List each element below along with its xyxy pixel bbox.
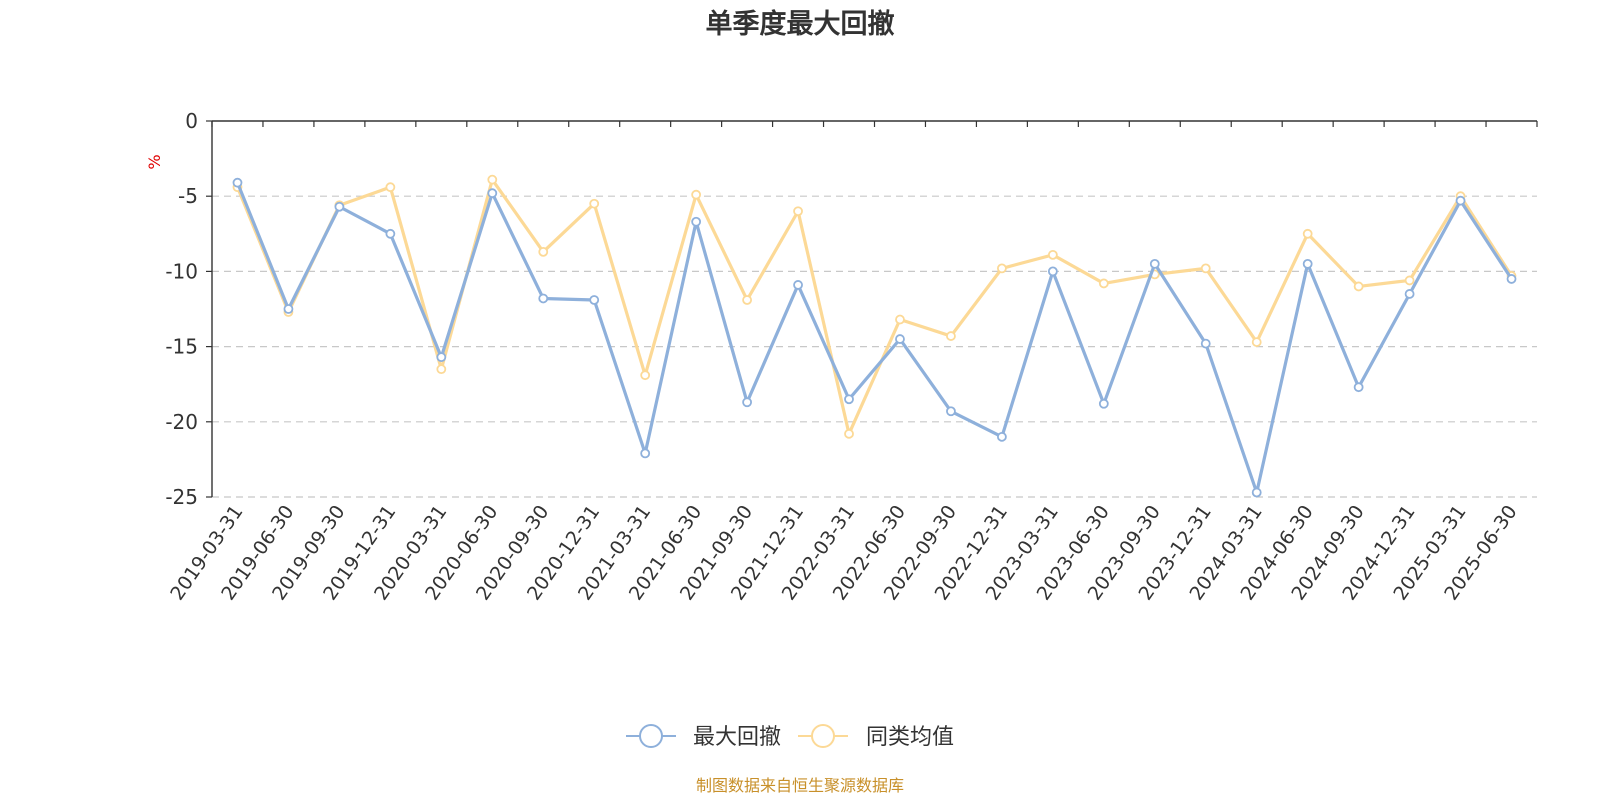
data-point — [232, 177, 243, 188]
data-point — [589, 295, 600, 305]
series-line — [235, 182, 1513, 495]
data-point — [1302, 258, 1313, 269]
data-point — [1302, 228, 1313, 239]
legend-label: 最大回撤 — [693, 725, 781, 750]
data-point — [691, 216, 702, 227]
y-tick-label: -25 — [165, 485, 198, 509]
data-point — [1404, 289, 1415, 299]
data-point — [487, 174, 498, 185]
y-tick-label: -5 — [178, 184, 198, 208]
data-point — [640, 370, 651, 381]
data-point — [742, 397, 752, 408]
data-point — [946, 331, 956, 341]
y-tick-label: -15 — [165, 335, 198, 359]
data-point — [385, 182, 396, 193]
data-point — [793, 206, 803, 217]
data-point — [1098, 398, 1109, 409]
legend[interactable]: 最大回撤 同类均值 — [626, 724, 954, 750]
data-point — [691, 189, 702, 200]
data-point — [1047, 249, 1058, 260]
data-point — [1353, 382, 1364, 393]
y-tick-label: 0 — [185, 109, 198, 133]
data-point — [997, 431, 1007, 442]
data-point — [844, 428, 854, 439]
series-layer — [232, 174, 1517, 498]
data-point — [334, 201, 345, 212]
data-point — [1251, 487, 1262, 498]
data-point — [283, 304, 294, 314]
data-point — [487, 188, 498, 199]
data-point — [1047, 266, 1058, 277]
legend-marker-icon — [639, 724, 663, 748]
data-point — [538, 246, 549, 257]
series-line — [235, 178, 1513, 436]
data-point — [436, 352, 447, 363]
legend-label: 同类均值 — [866, 725, 954, 750]
data-point — [793, 280, 803, 290]
x-axis-ticks: 2019-03-312019-06-302019-09-302019-12-31… — [166, 501, 1521, 604]
data-point — [640, 448, 651, 459]
data-point — [1404, 275, 1415, 286]
legend-item[interactable]: 最大回撤 — [626, 724, 781, 750]
data-point — [997, 263, 1007, 274]
legend-marker-icon — [811, 724, 835, 748]
data-point — [436, 364, 447, 375]
y-axis-ticks: 0 -5 -10 -15 -20 -25 — [165, 109, 198, 509]
source-note: 制图数据来自恒生聚源数据库 — [696, 776, 904, 795]
data-point — [895, 314, 905, 325]
data-point — [1353, 281, 1364, 292]
data-point — [1098, 278, 1109, 289]
data-point — [538, 293, 549, 304]
y-tick-label: -20 — [165, 410, 198, 434]
grid-lines — [212, 195, 1537, 498]
data-point — [1251, 337, 1262, 347]
legend-item[interactable]: 同类均值 — [798, 724, 954, 750]
chart-title: 单季度最大回撤 — [706, 8, 895, 40]
data-point — [946, 406, 956, 417]
y-tick-label: -10 — [165, 259, 198, 283]
data-point — [1455, 195, 1466, 206]
data-point — [385, 228, 396, 239]
data-point — [1506, 274, 1517, 284]
data-point — [589, 198, 600, 209]
y-axis-unit: % — [145, 154, 164, 169]
data-point — [742, 295, 752, 305]
data-point — [895, 334, 905, 344]
data-point — [1200, 263, 1211, 274]
data-point — [1200, 338, 1211, 349]
data-point — [1149, 258, 1160, 269]
data-point — [844, 394, 854, 405]
axes — [206, 120, 1538, 498]
